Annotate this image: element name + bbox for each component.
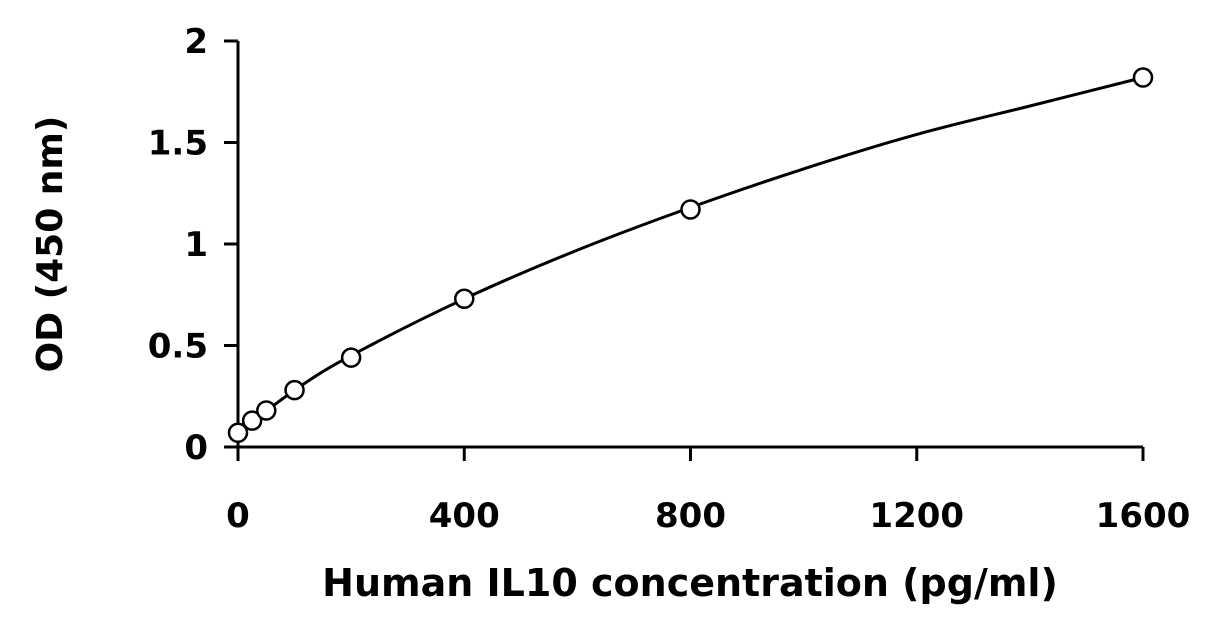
- y-tick-label: 1: [184, 225, 208, 265]
- data-point: [1132, 67, 1154, 88]
- x-tick-label: 1600: [1096, 496, 1191, 536]
- y-tick-label: 2: [184, 22, 208, 62]
- data-point: [454, 288, 475, 310]
- fit-curve-line: [237, 76, 1144, 434]
- axes: [236, 41, 1143, 449]
- data-point: [340, 347, 362, 368]
- ticks: 0 0.5 1 1.5 2 0 400 800 1200 1600: [148, 22, 1191, 536]
- data-point: [680, 199, 701, 220]
- x-tick-label: 1200: [869, 496, 964, 536]
- data-point: [241, 410, 263, 431]
- x-tick-label: 800: [655, 496, 726, 536]
- data-point: [227, 422, 249, 444]
- y-tick-label: 1.5: [148, 124, 208, 164]
- data-points-layer: [227, 67, 1154, 444]
- x-tick-label: 400: [429, 496, 500, 536]
- data-point: [284, 379, 305, 401]
- x-tick-label: 0: [226, 496, 250, 536]
- y-axis-title: OD (450 nm): [30, 116, 71, 373]
- fit-curve-layer: [237, 76, 1144, 434]
- y-tick-label: 0: [184, 428, 208, 468]
- data-point: [256, 400, 277, 421]
- y-tick-label: 0.5: [148, 327, 208, 367]
- x-axis-title: Human IL10 concentration (pg/ml): [322, 561, 1058, 605]
